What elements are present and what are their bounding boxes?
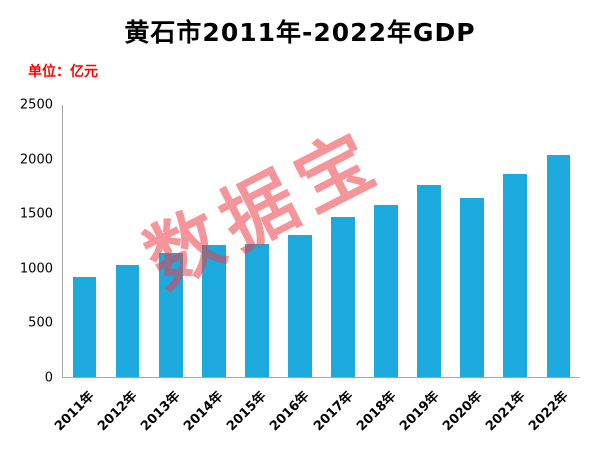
bar-2015年 bbox=[245, 244, 269, 377]
bar-2011年 bbox=[72, 276, 97, 377]
bar-2018年 bbox=[374, 204, 398, 377]
bar-2017年 bbox=[331, 217, 355, 377]
chart-area: 2011年 2012年 2013年 2014年 2015年 2016年 2017年 2018年… bbox=[20, 98, 580, 434]
x-tick-label: 2013年 bbox=[137, 388, 184, 435]
bar-column bbox=[278, 105, 321, 377]
y-tick-label: 2500 bbox=[19, 97, 53, 113]
bar-2012年 bbox=[115, 264, 140, 377]
x-tick-label: 2021年 bbox=[483, 388, 529, 435]
x-tick-label: 2011年 bbox=[51, 388, 98, 435]
x-tick-label: 2012年 bbox=[94, 388, 141, 435]
bar-2013年 bbox=[158, 252, 183, 377]
y-tick-label: 0 bbox=[44, 370, 53, 386]
bar-column bbox=[494, 105, 537, 377]
y-tick-label: 500 bbox=[28, 315, 53, 331]
x-tick-label: 2014年 bbox=[181, 388, 227, 435]
bar-2021年 bbox=[503, 173, 528, 377]
y-tick-label: 1000 bbox=[19, 261, 53, 277]
y-tick-label: 2000 bbox=[19, 152, 53, 168]
plot-area bbox=[62, 105, 580, 378]
bar-column bbox=[321, 105, 364, 377]
bar-2019年 bbox=[417, 184, 441, 377]
x-tick-label: 2022年 bbox=[526, 388, 572, 435]
bar-column bbox=[235, 105, 278, 377]
bar-column bbox=[149, 105, 192, 377]
x-tick-label: 2020年 bbox=[440, 388, 486, 435]
bar-column bbox=[106, 105, 149, 377]
bar-2020年 bbox=[460, 198, 485, 377]
bar-column bbox=[63, 105, 106, 377]
bar-2014年 bbox=[201, 245, 226, 377]
x-tick-label: 2016年 bbox=[267, 388, 313, 435]
bar-column bbox=[408, 105, 451, 377]
y-tick-label: 1500 bbox=[19, 206, 53, 222]
bar-column bbox=[451, 105, 494, 377]
x-axis-labels: 2011年 2012年 2013年 2014年 2015年 2016年 2017年 2018年… bbox=[52, 378, 580, 448]
x-tick-label: 2015年 bbox=[224, 388, 270, 435]
x-tick-label: 2019年 bbox=[396, 388, 443, 435]
bar-column bbox=[365, 105, 408, 377]
chart-title: 黄石市2011年-2022年GDP bbox=[124, 18, 476, 47]
bar-2016年 bbox=[288, 235, 312, 377]
bar-column bbox=[537, 105, 580, 377]
x-tick-label: 2017年 bbox=[310, 388, 357, 435]
bar-2022年 bbox=[546, 154, 571, 377]
bar-column bbox=[192, 105, 235, 377]
x-tick-label: 2018年 bbox=[353, 388, 400, 435]
unit-label: 单位：亿元 bbox=[28, 64, 98, 80]
